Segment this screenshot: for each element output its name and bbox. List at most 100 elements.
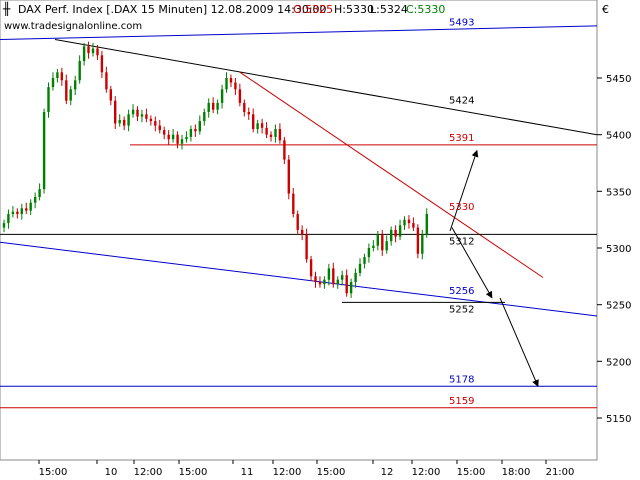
y-tick-label: 5450 [606, 74, 631, 85]
candle-body [407, 219, 411, 224]
black-downtrend-line [54, 39, 598, 136]
candle-body [212, 102, 215, 110]
x-tick-label: 12:00 [412, 467, 441, 478]
candle-body [390, 229, 393, 242]
y-tick-label: 5150 [606, 414, 631, 425]
candle-body [47, 87, 50, 112]
candle-body [34, 197, 37, 203]
candle-body [91, 48, 95, 53]
candle-body [42, 112, 46, 190]
candle-body [180, 139, 184, 144]
candle-body [203, 112, 206, 122]
candle-body [136, 109, 139, 117]
y-tick-label: 5200 [606, 357, 631, 368]
candle-body [345, 275, 348, 294]
y-tick-label: 5250 [606, 301, 631, 312]
x-tick-label: 10 [105, 467, 118, 478]
candle-body [7, 214, 10, 224]
low-label: L:5324 [370, 3, 408, 16]
chart-title: DAX Perf. Index [.DAX 15 Minuten] 12.08.… [18, 3, 327, 16]
x-tick-label: 21:00 [546, 467, 575, 478]
candle-body [51, 78, 55, 88]
candle-body [56, 72, 59, 78]
candle-body [207, 102, 210, 112]
candle-body [260, 123, 264, 128]
projection-arrows [449, 149, 539, 387]
arrow-down-to-5256 [451, 227, 493, 299]
candle-body [158, 125, 161, 131]
candle-body [394, 229, 397, 237]
candle-body [16, 211, 19, 214]
candle-body [318, 282, 322, 285]
candle-body [176, 134, 179, 144]
level-label-5178: 5178 [449, 374, 474, 385]
candle-body [189, 129, 193, 137]
candle-body [216, 102, 219, 110]
candle-body [29, 202, 32, 211]
candle-body [234, 82, 237, 90]
candle-body [82, 46, 86, 61]
candle-body [358, 263, 362, 273]
lower-blue-trendline [0, 241, 598, 317]
candle-body [131, 109, 135, 115]
candle-body [38, 189, 41, 197]
candle-body [78, 61, 81, 81]
candle-body [11, 211, 15, 214]
level-label-5252: 5252 [449, 304, 474, 315]
candle-body [163, 130, 166, 135]
candle-body [65, 80, 68, 101]
candle-body [145, 114, 148, 119]
level-label-5312: 5312 [449, 236, 474, 247]
candle-body [243, 102, 246, 112]
candle-body [385, 241, 388, 251]
arrow-up-to-5391 [449, 149, 479, 232]
level-label-5424: 5424 [449, 96, 474, 107]
candle-body [425, 214, 428, 235]
candle-body [376, 234, 379, 246]
candle-body [327, 268, 331, 280]
arrow-down-to-5178 [499, 297, 539, 387]
header-glyph: ⁠╫ [2, 1, 11, 16]
y-tick-label: 5400 [606, 131, 631, 142]
chart-header: ⁠╫ DAX Perf. Index [.DAX 15 Minuten] 12.… [2, 1, 609, 32]
upper-blue-trendline [0, 25, 598, 40]
candle-body [123, 119, 126, 126]
candle-body [398, 225, 402, 237]
candle-body [296, 214, 299, 230]
candle-body [265, 127, 268, 135]
candle-body [381, 234, 384, 251]
candle-body [69, 89, 72, 101]
candle-body [421, 234, 424, 254]
x-tick-label: 15:00 [457, 467, 486, 478]
x-tick-label: 15:00 [317, 467, 346, 478]
x-tick-label: 11 [241, 467, 254, 478]
level-label-5256: 5256 [449, 286, 474, 297]
high-label: H:5330 [334, 3, 374, 16]
candle-body [309, 259, 313, 277]
candle-body [114, 100, 117, 124]
candle-body [323, 279, 326, 285]
open-label: O:5325 [293, 3, 333, 16]
candle-body [167, 134, 170, 140]
candle-body [403, 219, 406, 226]
candle-body [198, 121, 201, 132]
candle-body [60, 72, 63, 81]
candle-body [20, 208, 23, 214]
plot-area [0, 0, 598, 461]
candle-body [301, 229, 304, 235]
candle-body [278, 129, 282, 141]
candle-body [109, 89, 112, 101]
candle-body [372, 245, 375, 248]
candle-body [74, 80, 77, 90]
candle-body [194, 129, 197, 132]
candle-body [87, 46, 90, 54]
x-tick-label: 12 [381, 467, 394, 478]
y-tick-label: 5350 [606, 187, 631, 198]
candle-body [100, 55, 104, 73]
candle-body [349, 282, 353, 294]
candle-body [229, 78, 233, 83]
candle-body [367, 248, 371, 258]
candle-body [140, 114, 144, 117]
candle-body [287, 159, 290, 194]
x-tick-label: 12:00 [134, 467, 163, 478]
